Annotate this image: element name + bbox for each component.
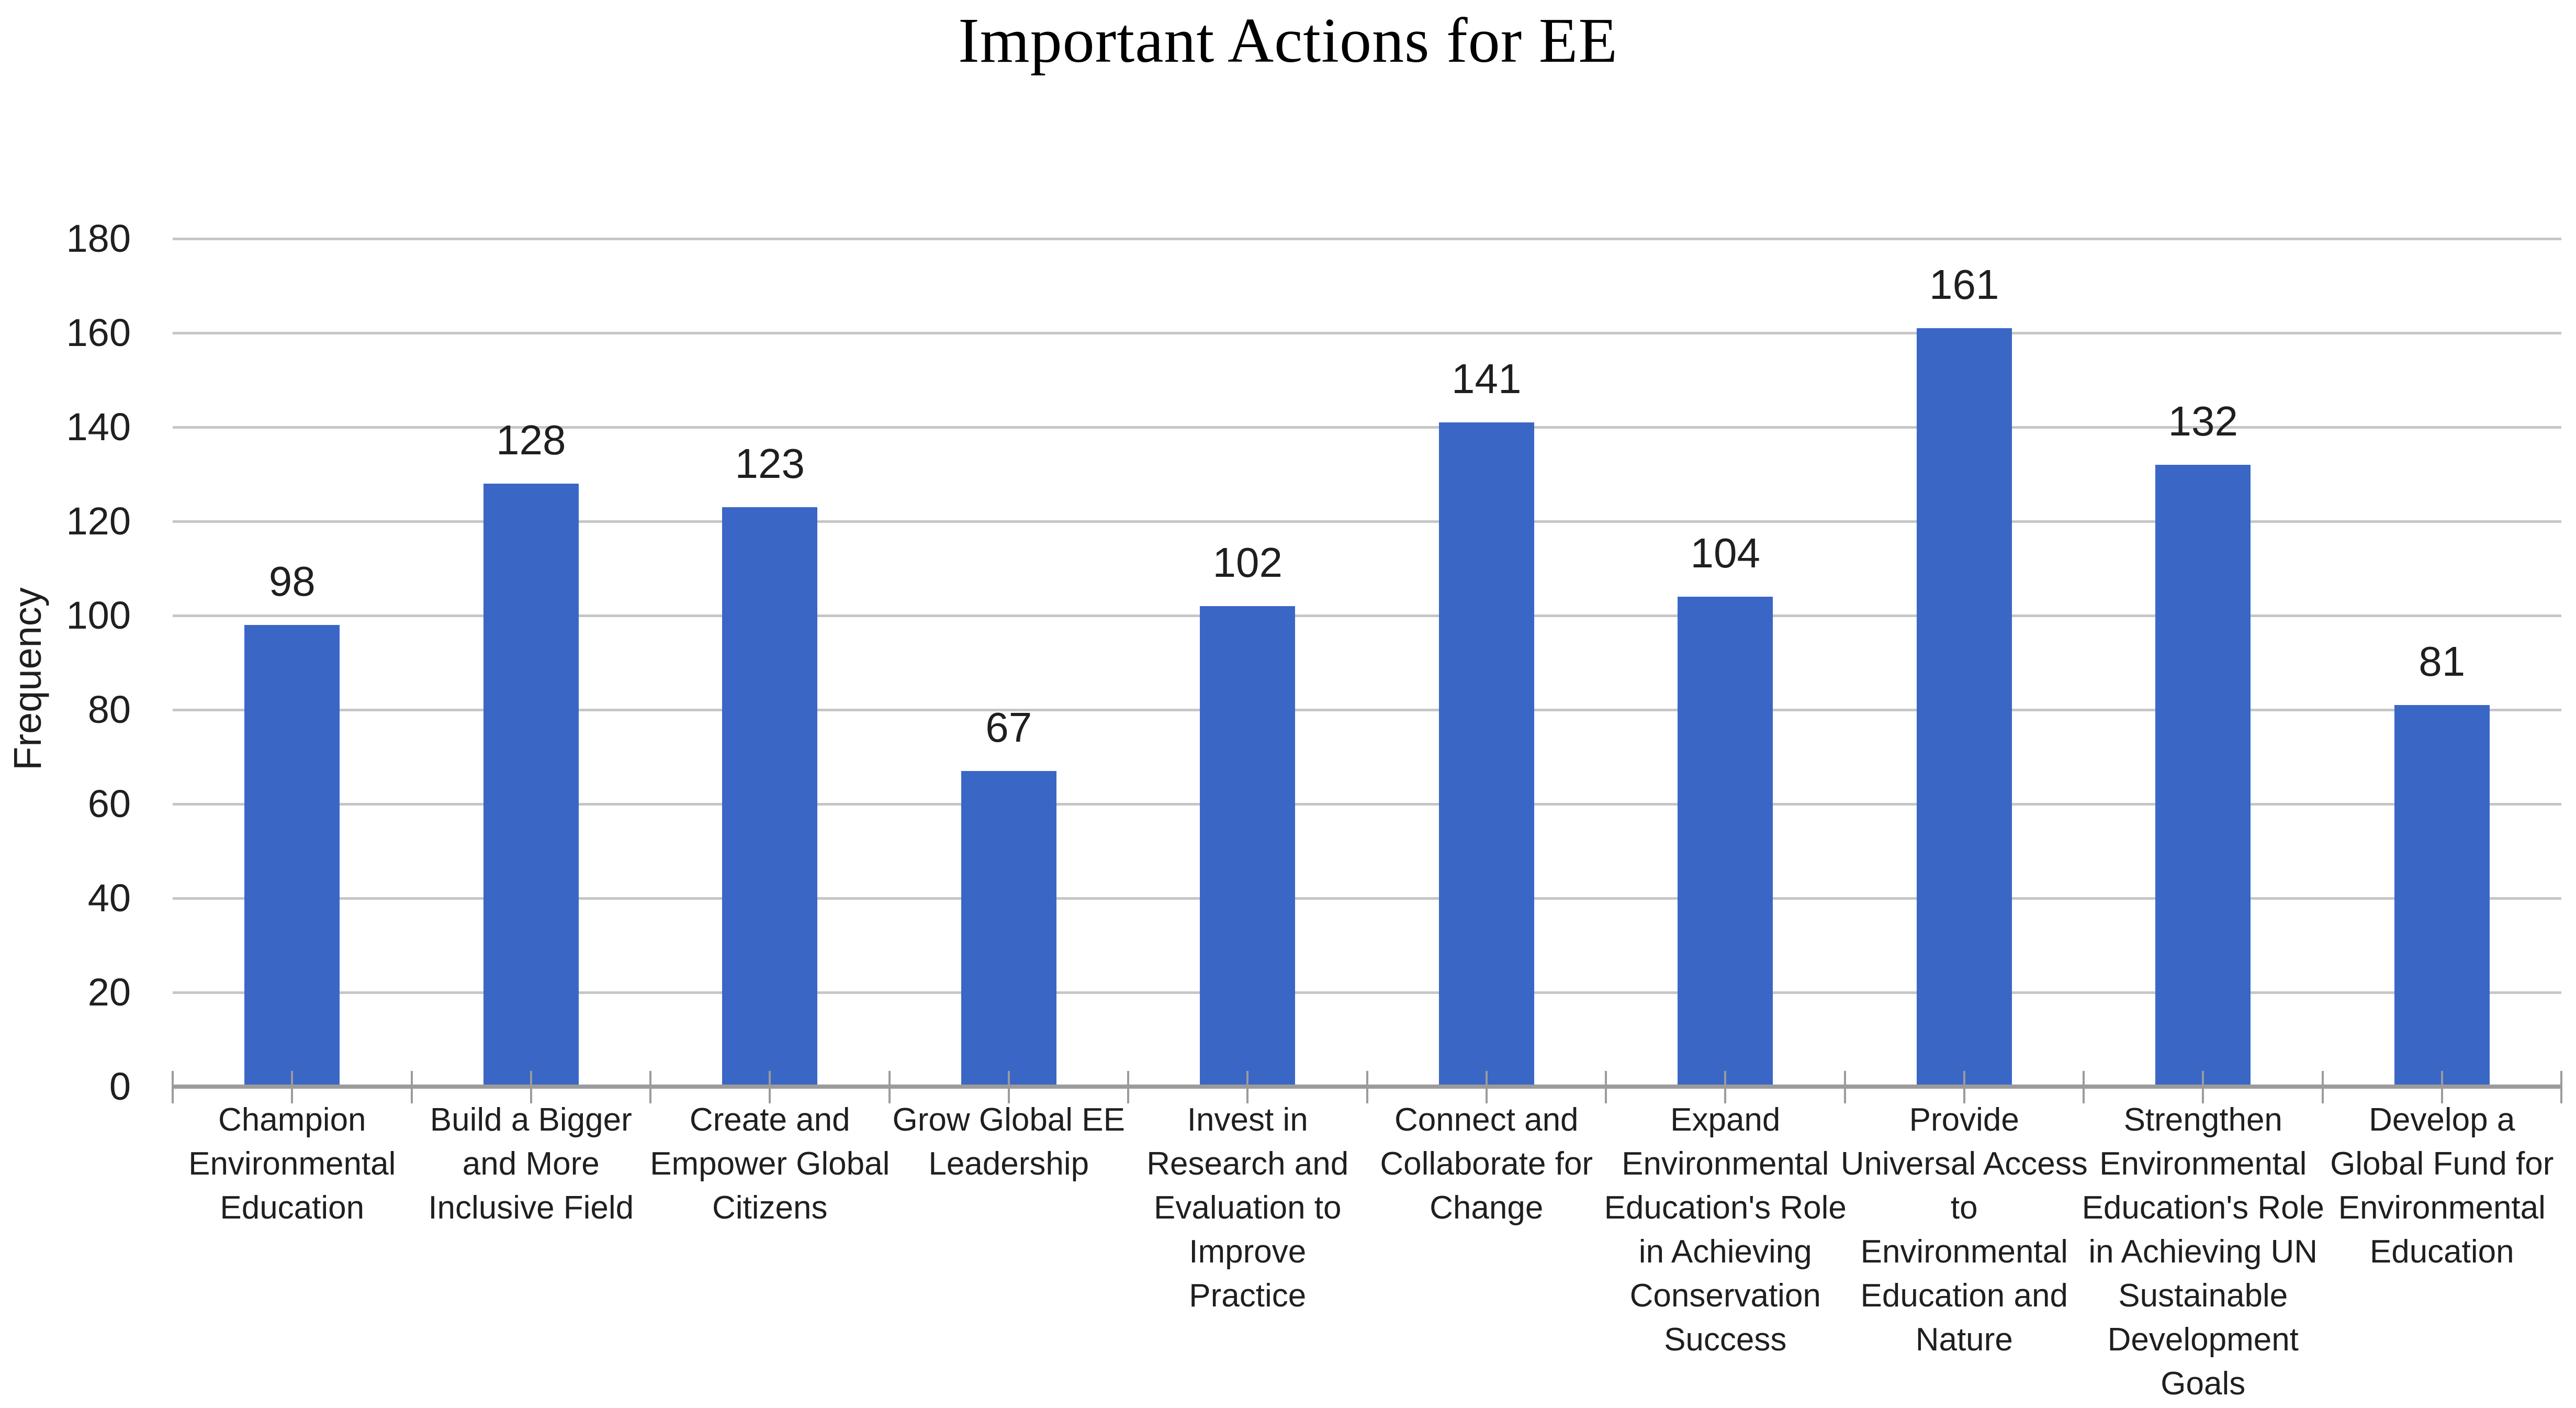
bar bbox=[1438, 422, 1534, 1087]
gridline bbox=[173, 991, 2561, 994]
y-tick-label: 40 bbox=[87, 876, 131, 920]
bar-value-label: 128 bbox=[496, 417, 566, 463]
axis-tick bbox=[2440, 1071, 2443, 1103]
axis-tick bbox=[769, 1071, 771, 1103]
bar-value-label: 161 bbox=[1929, 261, 1999, 308]
x-category-label: Create and Empower Global Citizens bbox=[650, 1102, 890, 1226]
x-category-label: Build a Bigger and More Inclusive Field bbox=[428, 1102, 634, 1226]
bar-value-label: 123 bbox=[735, 440, 805, 487]
axis-tick bbox=[2083, 1071, 2085, 1103]
axis-tick bbox=[410, 1071, 413, 1103]
axis-tick bbox=[1485, 1071, 1488, 1103]
bar-value-label: 104 bbox=[1690, 530, 1760, 576]
y-tick-label: 160 bbox=[66, 311, 131, 354]
y-tick-label: 80 bbox=[87, 688, 131, 731]
y-tick-label: 20 bbox=[87, 970, 131, 1014]
axis-tick bbox=[291, 1071, 294, 1103]
gridline bbox=[173, 709, 2561, 711]
bar bbox=[244, 625, 340, 1087]
chart-title: Important Actions for EE bbox=[958, 5, 1618, 76]
gridline bbox=[173, 332, 2561, 334]
x-category-label: Strengthen Environmental Education's Rol… bbox=[2082, 1102, 2324, 1402]
bar bbox=[1678, 597, 1773, 1087]
gridline bbox=[173, 426, 2561, 429]
axis-tick bbox=[2560, 1071, 2562, 1103]
bar bbox=[1200, 606, 1296, 1087]
x-category-label: Provide Universal Access to Environmenta… bbox=[1840, 1102, 2088, 1358]
bar bbox=[961, 771, 1056, 1087]
axis-tick bbox=[1843, 1071, 1846, 1103]
x-category-label: Champion Environmental Education bbox=[188, 1102, 396, 1226]
axis-tick bbox=[1246, 1071, 1249, 1103]
gridline bbox=[173, 238, 2561, 240]
x-category-label: Invest in Research and Evaluation to Imp… bbox=[1146, 1102, 1349, 1314]
axis-tick bbox=[2202, 1071, 2204, 1103]
x-category-label: Grow Global EE Leadership bbox=[892, 1102, 1125, 1182]
gridline bbox=[173, 803, 2561, 806]
y-tick-label: 60 bbox=[87, 782, 131, 825]
y-tick-label: 0 bbox=[109, 1065, 131, 1108]
bar bbox=[722, 507, 818, 1087]
y-tick-label: 140 bbox=[66, 405, 131, 449]
bar-value-label: 141 bbox=[1452, 355, 1522, 402]
bar bbox=[1916, 328, 2012, 1087]
axis-tick bbox=[1605, 1071, 1607, 1103]
bar bbox=[483, 484, 579, 1087]
axis-tick bbox=[1724, 1071, 1727, 1103]
axis-tick bbox=[2321, 1071, 2324, 1103]
bar bbox=[2394, 705, 2490, 1087]
axis-tick bbox=[172, 1071, 174, 1103]
axis-tick bbox=[888, 1071, 891, 1103]
bar-value-label: 67 bbox=[985, 704, 1032, 751]
axis-tick bbox=[1963, 1071, 1965, 1103]
axis-tick bbox=[649, 1071, 651, 1103]
bar-value-label: 102 bbox=[1212, 539, 1283, 586]
bar-value-label: 98 bbox=[268, 558, 316, 605]
axis-tick bbox=[1127, 1071, 1129, 1103]
axis-tick bbox=[530, 1071, 532, 1103]
bar bbox=[2155, 465, 2251, 1087]
y-tick-label: 100 bbox=[66, 594, 131, 637]
axis-tick bbox=[1366, 1071, 1368, 1103]
y-tick-label: 180 bbox=[66, 217, 131, 260]
gridline bbox=[173, 520, 2561, 523]
axis-tick bbox=[1007, 1071, 1010, 1103]
x-category-label: Develop a Global Fund for Environmental … bbox=[2330, 1102, 2554, 1270]
x-category-label: Connect and Collaborate for Change bbox=[1380, 1102, 1593, 1226]
bar-value-label: 81 bbox=[2418, 638, 2466, 685]
bar-value-label: 132 bbox=[2168, 398, 2238, 444]
gridline bbox=[173, 897, 2561, 900]
y-tick-label: 120 bbox=[66, 499, 131, 543]
gridline bbox=[173, 614, 2561, 617]
x-category-label: Expand Environmental Education's Role in… bbox=[1604, 1102, 1847, 1358]
